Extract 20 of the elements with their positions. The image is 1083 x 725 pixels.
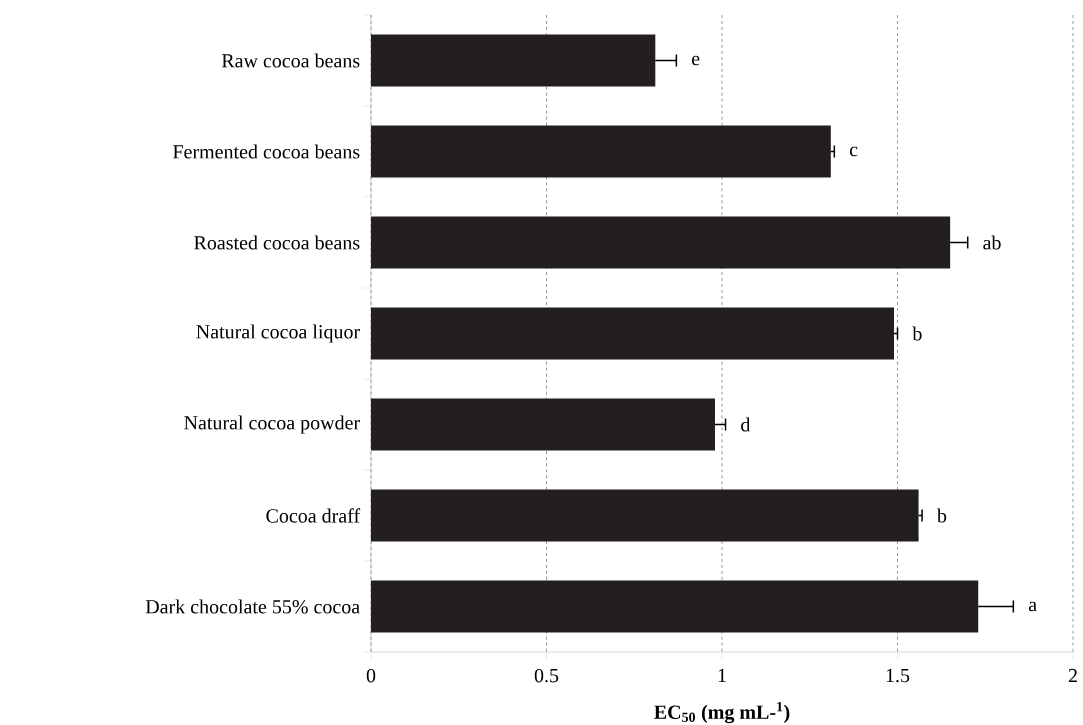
y-tick-label: Natural cocoa powder bbox=[184, 415, 360, 434]
data-label: e bbox=[692, 55, 700, 66]
y-tick-label: Dark chocolate 55% cocoa bbox=[145, 599, 360, 614]
data-label: c bbox=[849, 146, 858, 157]
data-label: a bbox=[1028, 601, 1037, 612]
data-label: ab bbox=[983, 235, 1001, 250]
data-label: b bbox=[912, 326, 922, 341]
y-tick-label: Natural cocoa liquor bbox=[196, 324, 360, 343]
x-tick-label: 0 bbox=[366, 668, 376, 683]
data-label: d bbox=[741, 417, 751, 432]
x-tick-label: 1 bbox=[718, 668, 726, 683]
y-tick-label: Raw cocoa beans bbox=[221, 53, 360, 68]
x-tick-label: 0.5 bbox=[534, 668, 559, 683]
y-tick-label: Fermented cocoa beans bbox=[173, 144, 360, 159]
x-tick-label: 1.5 bbox=[886, 668, 910, 683]
data-label: b bbox=[936, 508, 947, 523]
x-tick-label: 2 bbox=[1068, 668, 1077, 683]
y-tick-label: Roasted cocoa beans bbox=[194, 235, 360, 250]
y-tick-label: Cocoa draff bbox=[266, 508, 361, 523]
x-axis-title: EC$_{50}$ (mg mL-$^{1}$) bbox=[654, 701, 790, 724]
